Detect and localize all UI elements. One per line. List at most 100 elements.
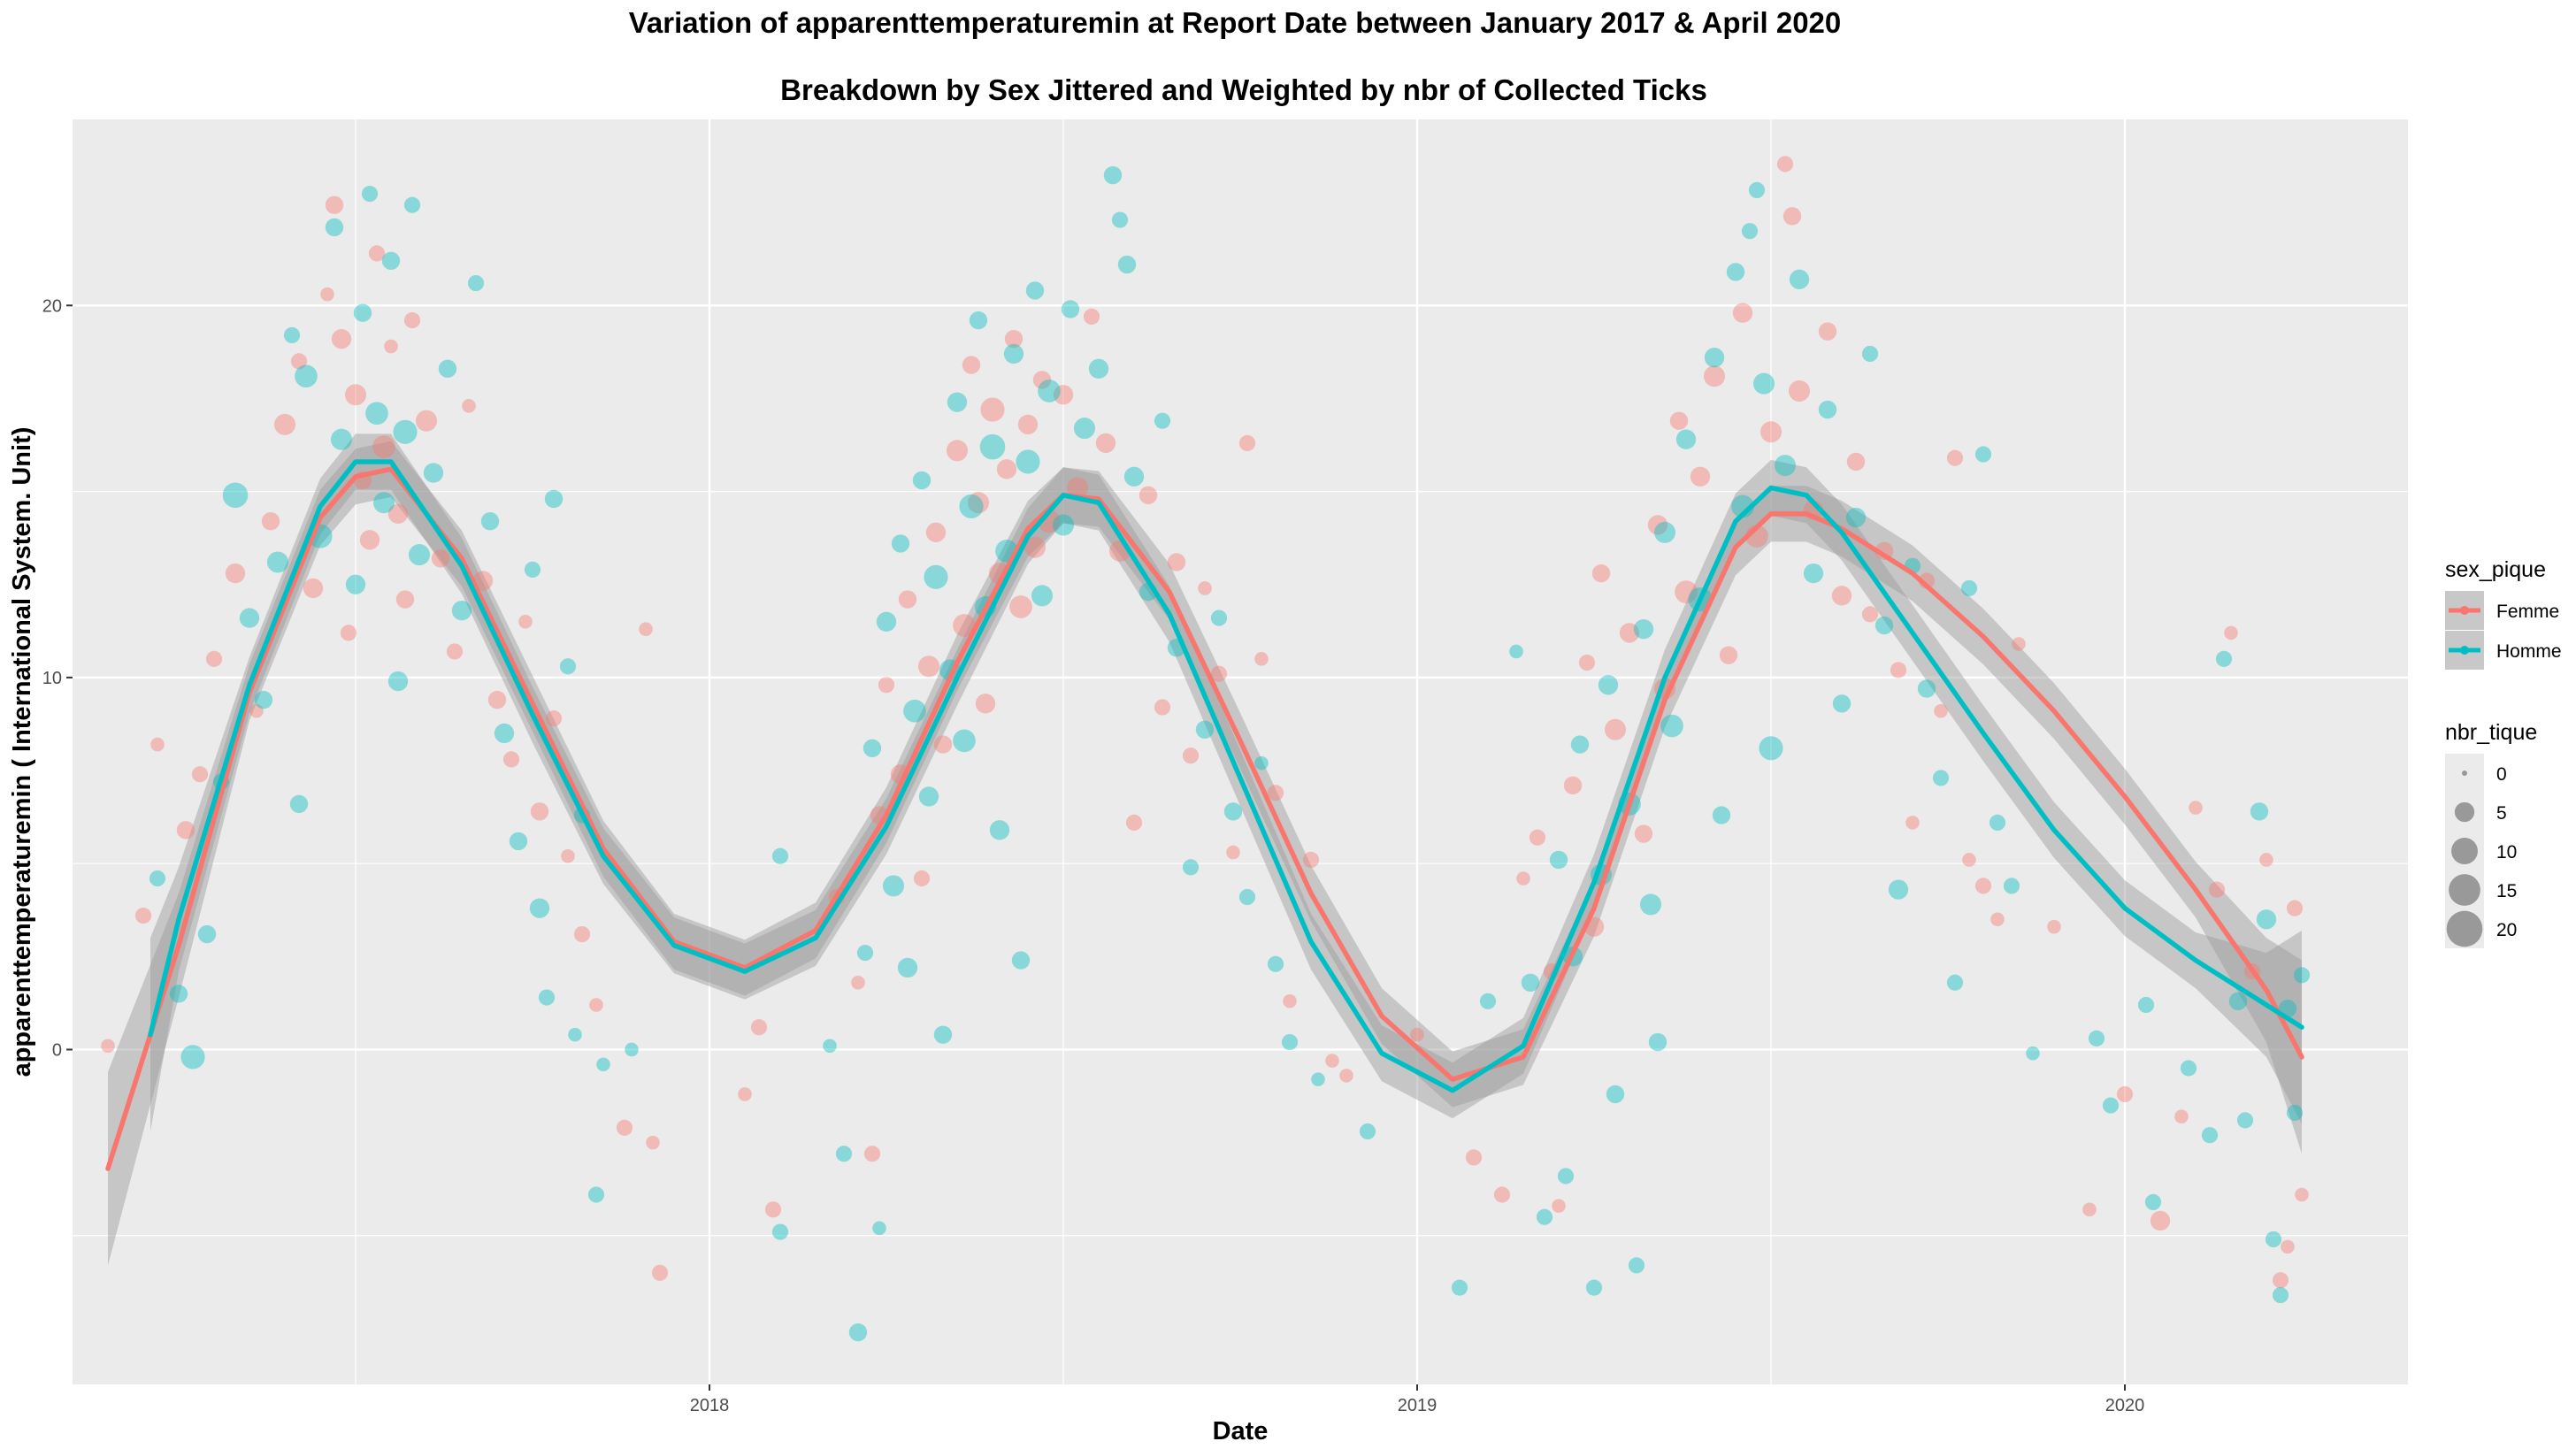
point-femme: [545, 710, 563, 727]
point-femme: [1552, 1199, 1566, 1213]
y-tick-label: 10: [42, 669, 62, 688]
point-homme: [1359, 1123, 1376, 1140]
point-homme: [969, 310, 988, 330]
point-femme: [878, 677, 895, 694]
point-femme: [530, 802, 549, 821]
point-femme: [1962, 853, 1976, 867]
point-femme: [1690, 466, 1711, 487]
point-femme: [996, 459, 1017, 479]
point-femme: [1619, 623, 1640, 643]
point-femme: [933, 735, 953, 754]
point-homme: [1154, 412, 1171, 429]
point-femme: [1990, 912, 2005, 927]
point-homme: [1182, 859, 1200, 876]
point-homme: [1675, 429, 1697, 449]
point-femme: [1004, 329, 1024, 349]
point-femme: [1410, 1027, 1424, 1042]
point-homme: [1639, 893, 1662, 916]
point-homme: [1585, 1279, 1603, 1296]
point-homme: [1874, 616, 1894, 635]
size-legend-label: 20: [2496, 920, 2517, 940]
point-homme: [1536, 1208, 1553, 1225]
size-legend-label: 0: [2496, 764, 2507, 785]
point-femme: [1578, 654, 1596, 671]
point-femme: [1267, 785, 1284, 801]
point-femme: [898, 590, 917, 609]
point-homme: [1111, 211, 1129, 228]
point-femme: [573, 925, 591, 943]
point-femme: [1604, 718, 1627, 740]
point-homme: [2228, 992, 2248, 1010]
point-femme: [415, 410, 438, 432]
point-femme: [1818, 322, 1837, 341]
point-femme: [1283, 993, 1297, 1008]
point-femme: [1634, 824, 1653, 843]
point-femme: [320, 287, 334, 302]
point-femme: [750, 1019, 768, 1036]
size-legend-key: [2445, 870, 2484, 909]
point-femme: [946, 440, 969, 462]
point-homme: [1726, 263, 1745, 281]
point-femme: [1024, 536, 1046, 558]
point-femme: [1465, 1149, 1483, 1166]
size-legend-circle: [2451, 838, 2478, 864]
point-femme: [1095, 433, 1116, 454]
point-homme: [2272, 1286, 2289, 1304]
point-homme: [387, 671, 409, 692]
point-femme: [1238, 434, 1256, 452]
point-homme: [2102, 1097, 2120, 1114]
point-homme: [933, 1025, 953, 1044]
point-femme: [2174, 1109, 2189, 1123]
point-homme: [254, 690, 273, 709]
point-femme: [1669, 411, 1689, 430]
point-homme: [924, 564, 948, 589]
point-homme: [1712, 806, 1731, 824]
data-points: [101, 156, 2311, 1342]
point-homme: [568, 1027, 582, 1042]
point-homme: [467, 274, 485, 292]
point-homme: [345, 574, 366, 594]
point-homme: [2180, 1060, 2197, 1077]
point-femme: [290, 353, 308, 370]
legend-label-homme: Homme: [2496, 641, 2562, 662]
point-homme: [1003, 343, 1024, 364]
point-homme: [1210, 610, 1228, 626]
point-homme: [1888, 879, 1909, 900]
point-homme: [1989, 814, 2006, 832]
x-tick-label: 2020: [2105, 1396, 2145, 1415]
point-homme: [2088, 1030, 2105, 1046]
point-femme: [1154, 699, 1171, 716]
point-homme: [423, 463, 444, 483]
point-femme: [1719, 646, 1738, 664]
point-femme: [1083, 308, 1100, 326]
size-legend-key: [2445, 909, 2484, 948]
point-femme: [101, 1039, 115, 1054]
point-femme: [344, 384, 367, 406]
point-homme: [1633, 619, 1654, 640]
point-homme: [1759, 736, 1783, 761]
point-homme: [862, 739, 882, 757]
point-homme: [1818, 400, 1837, 419]
chart-title: Variation of apparenttemperaturemin at R…: [629, 6, 1842, 39]
point-homme: [169, 985, 188, 1003]
point-homme: [544, 489, 564, 509]
point-femme: [863, 1146, 881, 1162]
point-homme: [1774, 455, 1797, 477]
point-homme: [959, 494, 984, 519]
legend-dot-homme: [2460, 646, 2469, 655]
legend-label-femme: Femme: [2496, 602, 2559, 622]
point-homme: [330, 428, 353, 450]
point-homme: [848, 1322, 868, 1342]
point-femme: [2272, 1272, 2289, 1289]
point-femme: [738, 1087, 752, 1101]
size-legend-label: 15: [2496, 881, 2517, 901]
point-femme: [2012, 637, 2026, 651]
point-homme: [1606, 1085, 1625, 1104]
point-homme: [1011, 951, 1031, 970]
point-homme: [1016, 449, 1040, 474]
point-femme: [502, 751, 520, 768]
point-homme: [876, 611, 897, 632]
point-homme: [1832, 694, 1852, 713]
point-femme: [431, 549, 450, 568]
point-femme: [2295, 1187, 2309, 1202]
